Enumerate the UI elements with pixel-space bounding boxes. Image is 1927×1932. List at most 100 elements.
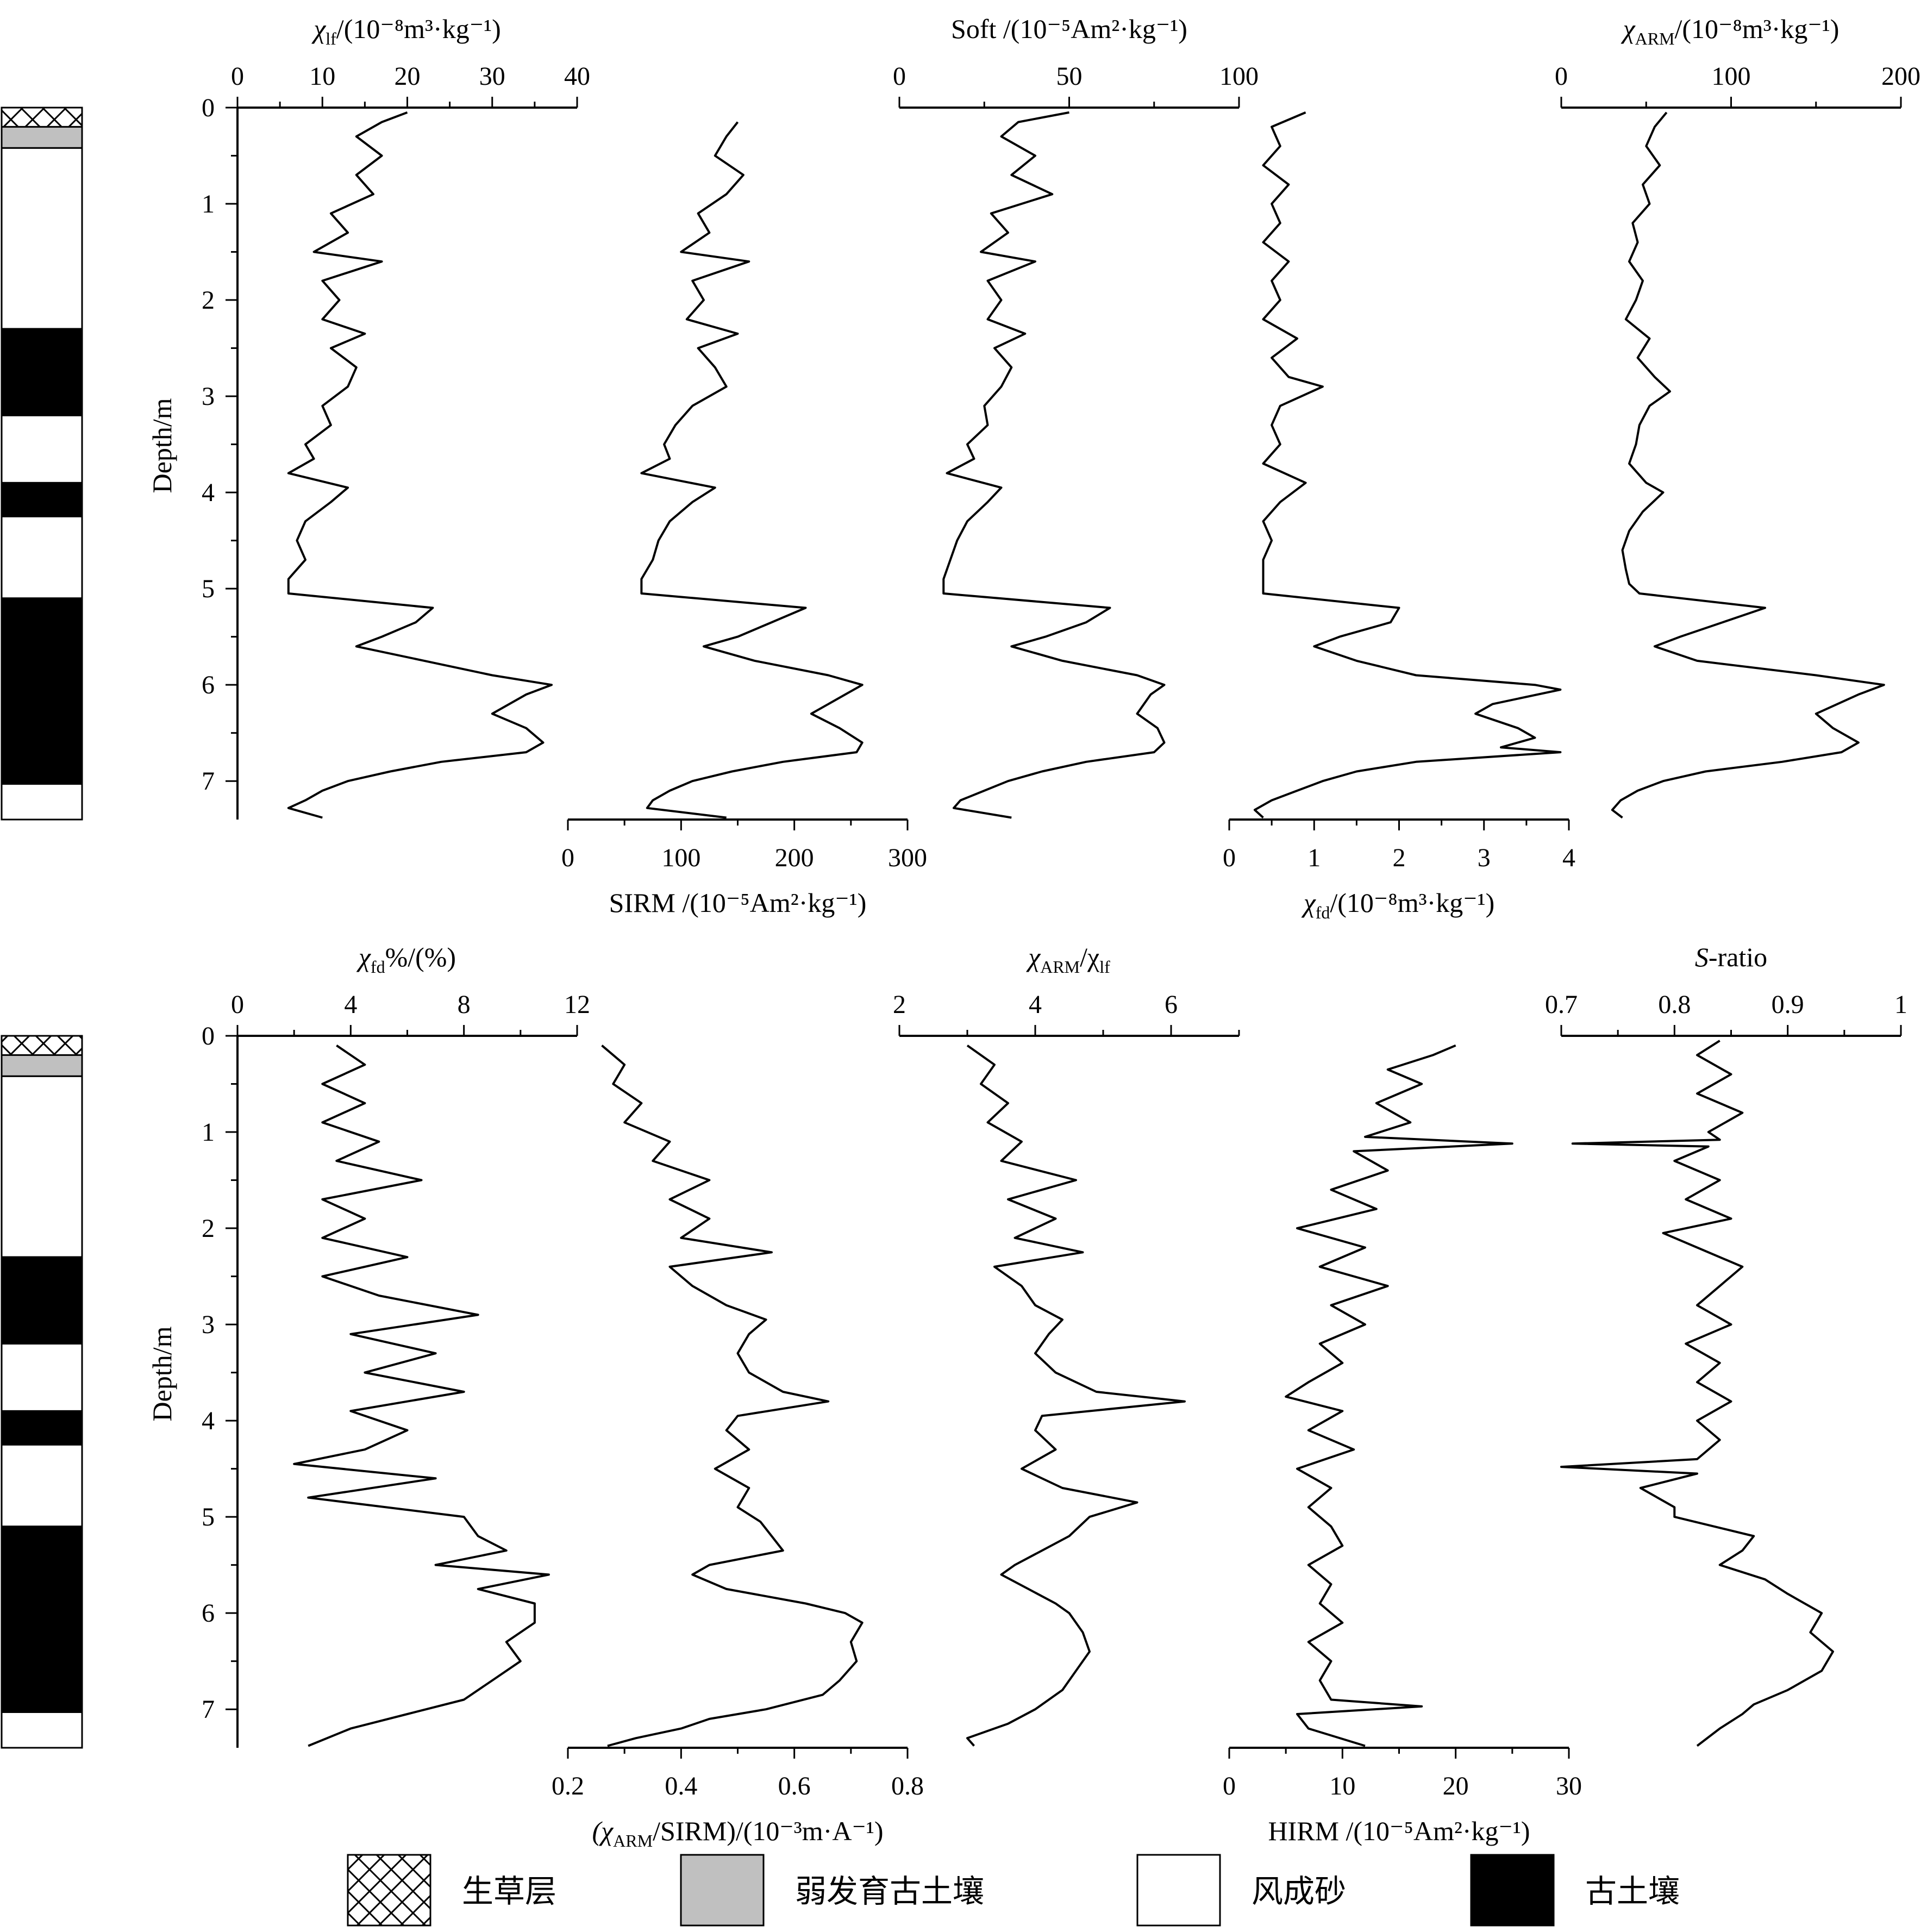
sirm-title-rest: SIRM /(10⁻⁵Am²·kg⁻¹) bbox=[609, 887, 867, 918]
chifd-tick-label: 2 bbox=[1393, 843, 1406, 872]
chiarm_chilf-tick-label: 2 bbox=[893, 990, 906, 1019]
depth-tick-label: 6 bbox=[202, 1599, 215, 1628]
depth-tick-label: 0 bbox=[202, 1022, 215, 1051]
strat-layer-2-5 bbox=[1, 1410, 83, 1446]
profile-chiarm_sirm: 0.2 0.4 0.6 0.8(χARM/SIRM)/(10⁻³m·A⁻¹) bbox=[552, 1045, 924, 1850]
chiarm-tick-label: 0 bbox=[1555, 62, 1568, 91]
chiarm_sirm-tick-label: 0.8 bbox=[891, 1772, 924, 1800]
chifdpct-tick-label: 8 bbox=[458, 990, 471, 1019]
profile-sirm: 0 100 200 300 SIRM /(10⁻⁵Am²·kg⁻¹) bbox=[561, 121, 927, 918]
chifdpct-title-symbol: χ bbox=[356, 942, 372, 972]
strat-layer-1-4 bbox=[1, 414, 83, 484]
chifd-title-rest: /(10⁻⁸m³·kg⁻¹) bbox=[1330, 887, 1494, 918]
chifdpct-tick-label: 0 bbox=[231, 990, 244, 1019]
depth-tick-label: 1 bbox=[202, 1118, 215, 1147]
sirm-series-line bbox=[640, 121, 864, 819]
soft-series-line bbox=[942, 111, 1166, 819]
strat-layer-2-6 bbox=[1, 1443, 83, 1528]
strat-layer-2-3 bbox=[1, 1256, 83, 1345]
sratio-title-rest: -ratio bbox=[1709, 942, 1767, 972]
soft-tick-label: 0 bbox=[893, 62, 906, 91]
chiarm-tick-label: 100 bbox=[1712, 62, 1751, 91]
chilf-tick-label: 40 bbox=[564, 62, 590, 91]
chilf-title-rest: /(10⁻⁸m³·kg⁻¹) bbox=[336, 14, 501, 44]
sratio-series-line bbox=[1560, 1040, 1834, 1747]
chifd-tick-label: 1 bbox=[1307, 843, 1321, 872]
chifd-tick-label: 4 bbox=[1562, 843, 1575, 872]
chiarm_sirm-title-rest: /SIRM)/(10⁻³m·A⁻¹) bbox=[653, 1816, 883, 1846]
profile-chiarm_chilf: 2 4 6 χARM/χlf bbox=[893, 942, 1240, 1747]
depth-axis-title-top: Depth/m bbox=[147, 398, 177, 493]
hirm-tick-label: 0 bbox=[1223, 1772, 1236, 1800]
chiarm_chilf-title-rest: /χ bbox=[1080, 942, 1099, 972]
chiarm_chilf-title-subscript: ARM bbox=[1040, 957, 1080, 977]
legend-swatch-2 bbox=[1136, 1854, 1221, 1927]
depth-tick-label: 5 bbox=[202, 1503, 215, 1531]
profile-soft: 0 50 100 Soft /(10⁻⁵Am²·kg⁻¹) bbox=[893, 14, 1259, 819]
strat-layer-2-7 bbox=[1, 1525, 83, 1714]
depth-tick-label: 7 bbox=[202, 1695, 215, 1724]
hirm-series-line bbox=[1285, 1044, 1513, 1747]
chifd-title-symbol: χ bbox=[1302, 887, 1317, 918]
hirm-tick-label: 30 bbox=[1556, 1772, 1582, 1800]
soft-tick-label: 50 bbox=[1056, 62, 1083, 91]
depth-tick-label: 7 bbox=[202, 767, 215, 796]
chiarm-series-line bbox=[1611, 111, 1885, 819]
legend-swatch-0 bbox=[347, 1854, 431, 1927]
sirm-tick-label: 300 bbox=[888, 843, 927, 872]
hirm-tick-label: 10 bbox=[1329, 1772, 1355, 1800]
chiarm-title-rest: /(10⁻⁸m³·kg⁻¹) bbox=[1674, 14, 1839, 44]
chiarm_chilf-tick-label: 4 bbox=[1029, 990, 1042, 1019]
legend-label-0: 生草层 bbox=[462, 1873, 556, 1910]
chiarm-title-symbol: χ bbox=[1621, 14, 1636, 44]
chiarm_chilf-series-line bbox=[966, 1045, 1186, 1747]
legend-swatch-1 bbox=[680, 1854, 765, 1927]
chiarm_sirm-axis-title: (χARM/SIRM)/(10⁻³m·A⁻¹) bbox=[592, 1816, 884, 1850]
chiarm_chilf-axis-title: χARM/χlf bbox=[1026, 942, 1110, 977]
sratio-tick-label: 0.8 bbox=[1658, 990, 1691, 1019]
sratio-tick-label: 1 bbox=[1894, 990, 1907, 1019]
chifd-axis-title: χfd/(10⁻⁸m³·kg⁻¹) bbox=[1302, 887, 1495, 922]
chilf-title-subscript: lf bbox=[326, 29, 336, 48]
chiarm_sirm-tick-label: 0.6 bbox=[778, 1772, 811, 1800]
chiarm_chilf-title-subscript-2: lf bbox=[1099, 957, 1110, 977]
legend-label-2: 风成砂 bbox=[1252, 1873, 1346, 1910]
depth-tick-label: 4 bbox=[202, 478, 215, 507]
depth-tick-label: 6 bbox=[202, 671, 215, 699]
profile-chiarm: 0 100 200 χARM/(10⁻⁸m³·kg⁻¹) bbox=[1555, 14, 1920, 819]
chifdpct-title-rest: %/(%) bbox=[385, 942, 456, 972]
chilf-axis-title: χlf/(10⁻⁸m³·kg⁻¹) bbox=[311, 14, 500, 48]
strat-layer-1-3 bbox=[1, 328, 83, 416]
profile-chilf: 0 10 20 30 40 χlf/(10⁻⁸m³·kg⁻¹) bbox=[231, 14, 590, 819]
sratio-title-symbol: S bbox=[1695, 942, 1709, 972]
chilf-tick-label: 0 bbox=[231, 62, 244, 91]
strat-layer-2-2 bbox=[1, 1075, 83, 1258]
strat-layer-1-0 bbox=[1, 107, 83, 128]
sirm-tick-label: 0 bbox=[561, 843, 574, 872]
soft-tick-label: 100 bbox=[1219, 62, 1259, 91]
depth-tick-label: 0 bbox=[202, 93, 215, 122]
sirm-tick-label: 200 bbox=[775, 843, 814, 872]
chilf-title-symbol: χ bbox=[311, 14, 327, 44]
chiarm-title-subscript: ARM bbox=[1635, 29, 1675, 48]
chiarm_sirm-series-line bbox=[601, 1045, 864, 1747]
depth-tick-label: 2 bbox=[202, 286, 215, 315]
chifdpct-axis-title: χfd%/(%) bbox=[356, 942, 456, 977]
chiarm_sirm-title-subscript: ARM bbox=[613, 1831, 653, 1850]
strat-layer-2-4 bbox=[1, 1342, 83, 1412]
hirm-title-rest: HIRM /(10⁻⁵Am²·kg⁻¹) bbox=[1268, 1816, 1530, 1846]
chifd-tick-label: 0 bbox=[1223, 843, 1236, 872]
chilf-series-line bbox=[287, 111, 553, 819]
chifdpct-series-line bbox=[293, 1045, 550, 1747]
profile-chifdpct: 0 4 8 12 χfd%/(%) bbox=[231, 942, 590, 1747]
depth-tick-label: 3 bbox=[202, 382, 215, 411]
depth-axis-title-bottom: Depth/m bbox=[147, 1326, 177, 1421]
sratio-tick-label: 0.7 bbox=[1545, 990, 1578, 1019]
depth-tick-label: 3 bbox=[202, 1310, 215, 1339]
chifd-series-line bbox=[1253, 111, 1562, 818]
depth-axes: Depth/m Depth/m 0 1 2 3 4 5 6 7 0 1 2 3 4 5 6 7 bbox=[147, 93, 239, 1748]
chifdpct-tick-label: 4 bbox=[344, 990, 357, 1019]
chifdpct-title-subscript: fd bbox=[371, 957, 385, 977]
